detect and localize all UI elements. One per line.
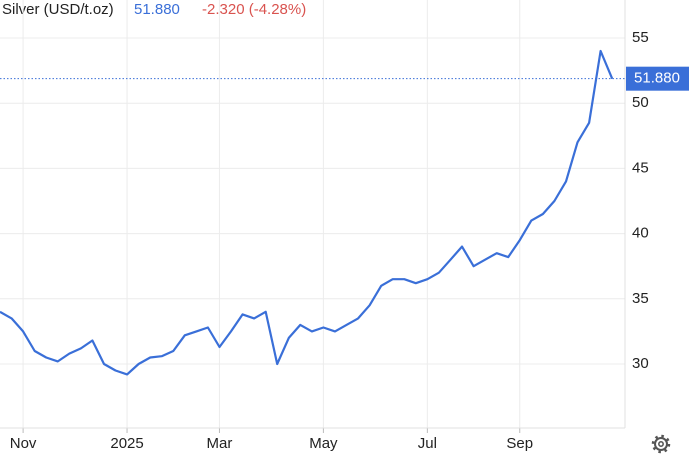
gear-ring [654, 437, 668, 451]
x-tick-label: Nov [10, 435, 37, 452]
price: 51.880 [134, 1, 180, 18]
settings-icon[interactable] [651, 434, 671, 454]
y-tick-label: 50 [632, 94, 649, 111]
y-tick-label: 30 [632, 355, 649, 372]
y-tick-label: 35 [632, 290, 649, 307]
last-price-tag [626, 66, 689, 91]
y-tick-label: 40 [632, 225, 649, 242]
y-tick-label: 45 [632, 159, 649, 176]
last-price-label: 51.880 [634, 70, 680, 87]
chart-title: Silver (USD/t.oz) [2, 1, 114, 18]
x-tick-label: May [309, 435, 338, 452]
x-tick-label: 2025 [110, 435, 143, 452]
y-tick-label: 55 [632, 29, 649, 46]
gear-hub [658, 441, 664, 447]
gear-teeth [651, 434, 671, 454]
price-line [0, 49, 614, 376]
x-tick-label: Sep [506, 435, 533, 452]
x-tick-label: Jul [418, 435, 437, 452]
x-tick-label: Mar [207, 435, 233, 452]
change: -2.320 (-4.28%) [202, 1, 306, 18]
